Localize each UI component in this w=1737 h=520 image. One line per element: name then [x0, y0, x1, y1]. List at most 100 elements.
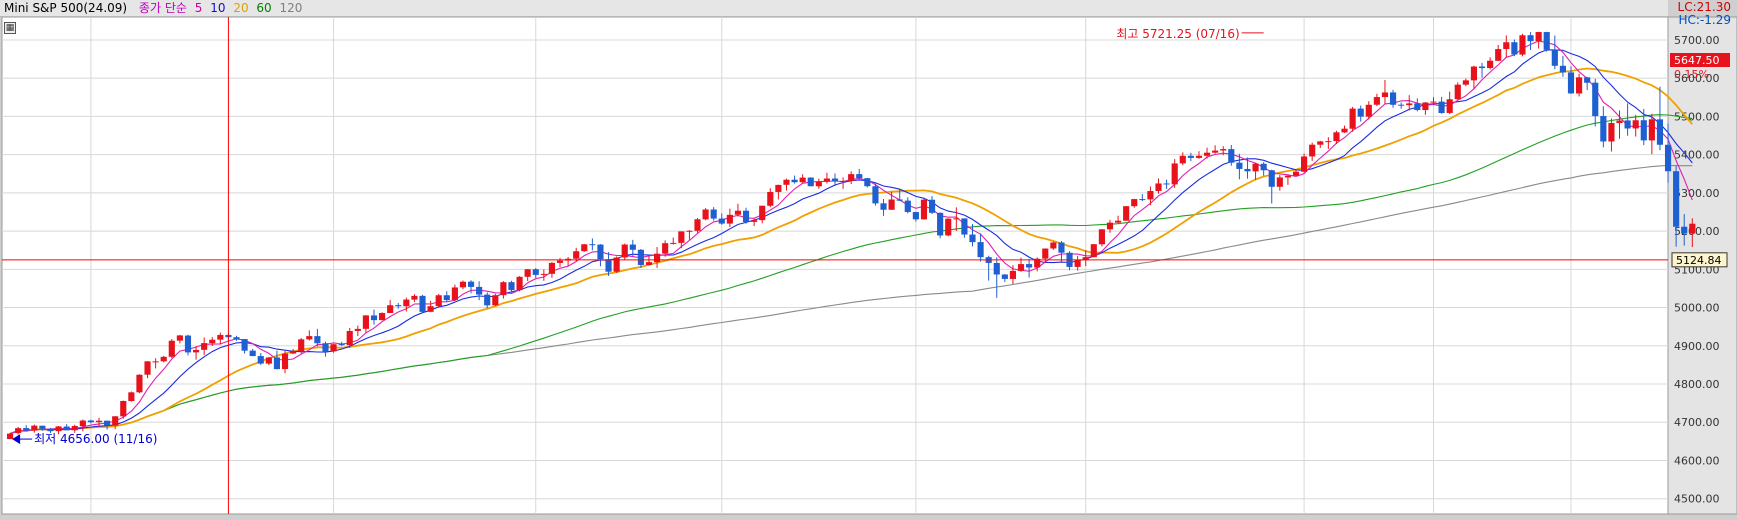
candle-body	[1074, 259, 1081, 267]
candle-body	[653, 253, 661, 263]
candle-body	[1284, 175, 1291, 178]
y-tick-label: 5400.00	[1674, 149, 1720, 162]
candle-body	[1616, 120, 1623, 124]
ma-5-label[interactable]: 5	[194, 1, 203, 15]
y-tick-label: 5200.00	[1674, 225, 1720, 238]
candle-body	[1527, 35, 1534, 42]
candle-body	[201, 343, 208, 350]
candle-body	[1559, 65, 1566, 73]
candle-body	[1511, 42, 1518, 55]
y-tick-label: 4600.00	[1674, 454, 1720, 467]
ma-120-label[interactable]: 120	[279, 1, 303, 15]
ma-60-line	[9, 114, 1693, 435]
candle-body	[330, 344, 337, 352]
candle-body	[362, 315, 369, 329]
candle-body	[1220, 149, 1227, 151]
candle-body	[435, 295, 442, 307]
candle-body	[1656, 119, 1664, 145]
candle-body	[1195, 155, 1203, 158]
candle-body	[1478, 66, 1486, 69]
candle-body	[6, 433, 14, 440]
candle-body	[31, 425, 38, 431]
candle-body	[1608, 122, 1615, 142]
chart-header: Mini S&P 500(24.09) 종가 단순 5 10 20 60 120	[0, 0, 1668, 17]
candle-body	[1333, 132, 1340, 142]
candle-body	[71, 425, 78, 431]
candle-body	[888, 199, 895, 210]
crosshair-price-box	[1671, 252, 1728, 268]
last-price-label: 5647.50	[1674, 54, 1720, 67]
candle-body	[734, 210, 742, 215]
candle-body	[1163, 183, 1170, 185]
candle-body	[1034, 258, 1041, 268]
candle-body	[306, 336, 313, 340]
candle-body	[1600, 116, 1607, 142]
candle-body	[605, 259, 612, 272]
candle-body	[1349, 108, 1356, 129]
candle-body	[1171, 163, 1178, 185]
candle-body	[39, 425, 46, 429]
candle-body	[1082, 257, 1089, 260]
candle-body	[1139, 199, 1146, 201]
candle-body	[265, 357, 272, 364]
candle-body	[1673, 171, 1680, 227]
candle-body	[403, 299, 410, 307]
candle-body	[1228, 149, 1235, 163]
candle-body	[1373, 97, 1380, 105]
grid-toggle-icon[interactable]: ▦	[4, 22, 16, 34]
y-tick-label: 5500.00	[1674, 110, 1720, 123]
candle-body	[1001, 274, 1008, 279]
ma-10-label[interactable]: 10	[210, 1, 226, 15]
candle-body	[775, 184, 782, 192]
candle-body	[961, 218, 968, 235]
candle-body	[856, 174, 863, 179]
candle-body	[896, 199, 903, 201]
candle-body	[298, 339, 305, 352]
candle-body	[524, 269, 531, 277]
candle-body	[953, 218, 960, 220]
candle-body	[459, 281, 467, 288]
candle-body	[831, 178, 839, 181]
candle-body	[338, 344, 345, 346]
candle-body	[969, 234, 976, 243]
candle-body	[823, 178, 830, 182]
candle-body	[783, 179, 790, 185]
hc-change-label: HC:-1.29	[1678, 13, 1732, 27]
candle-body	[15, 428, 22, 434]
candle-body	[354, 328, 361, 331]
candle-body	[540, 273, 547, 275]
y-tick-label: 5300.00	[1674, 187, 1720, 200]
candle-body	[168, 340, 175, 357]
candle-body	[379, 312, 386, 321]
candle-body	[176, 335, 183, 341]
candle-body	[1495, 49, 1502, 61]
candle-body	[87, 420, 94, 423]
ma-20-label[interactable]: 20	[233, 1, 249, 15]
candle-body	[1106, 222, 1114, 230]
candle-body	[1430, 101, 1437, 103]
candle-body	[759, 205, 766, 221]
candle-body	[217, 334, 224, 340]
low-annotation: 최저 4656.00 (11/16)	[34, 432, 157, 446]
candle-body	[322, 343, 329, 352]
candle-body	[55, 426, 62, 432]
candle-body	[241, 339, 248, 351]
candle-body	[1543, 32, 1550, 50]
symbol-label[interactable]: Mini S&P 500(24.09)	[4, 1, 128, 15]
candle-body	[1648, 119, 1655, 141]
ma-60-label[interactable]: 60	[256, 1, 272, 15]
candle-body	[928, 199, 936, 213]
candle-body	[160, 356, 167, 362]
candle-body	[1592, 82, 1599, 117]
candle-body	[112, 416, 119, 426]
candle-body	[751, 220, 758, 222]
candle-body	[678, 231, 685, 243]
candle-body	[233, 337, 240, 340]
candle-body	[662, 243, 669, 254]
ma-indicator-label[interactable]: 종가 단순	[138, 1, 187, 15]
candle-body	[1470, 66, 1478, 81]
candle-body	[1276, 177, 1283, 187]
candle-body	[815, 181, 822, 187]
candle-body	[1503, 42, 1510, 50]
